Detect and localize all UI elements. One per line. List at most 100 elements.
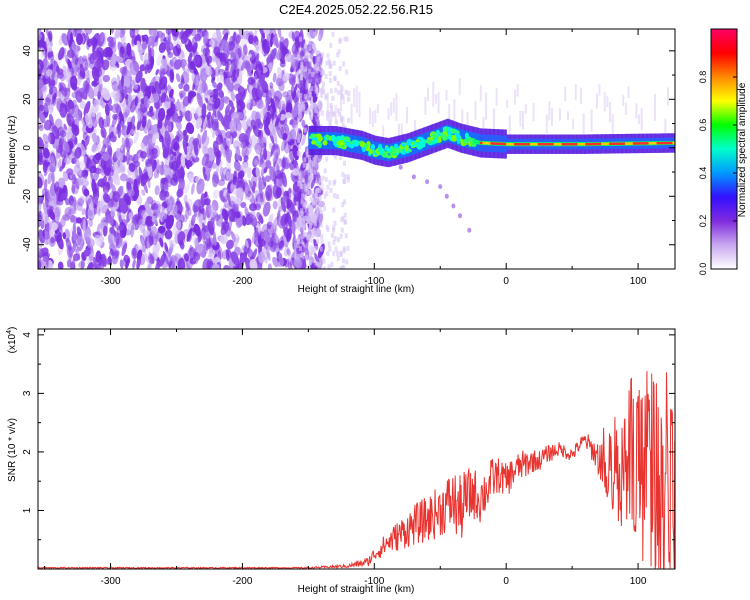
spectrogram-haze-cell — [296, 78, 300, 84]
spectrogram-haze-cell — [342, 248, 346, 254]
spectrogram-streak — [474, 101, 477, 120]
spectrogram-haze-cell — [346, 246, 350, 252]
spectrogram-haze-cell — [299, 246, 303, 252]
spectrogram-haze-cell — [317, 34, 321, 40]
spectrogram-noise-cell — [269, 166, 276, 182]
x-tick-label: 0 — [503, 576, 509, 587]
spectrogram-noise-cell — [38, 124, 44, 132]
spectrogram-tail-point — [398, 164, 403, 170]
spectrogram-haze-cell — [312, 157, 316, 163]
spectrogram-band-blob — [432, 139, 438, 144]
spectrogram-noise-cell — [193, 223, 201, 237]
spectrogram-haze-cell — [321, 70, 325, 76]
spectrogram-haze-cell — [333, 220, 337, 226]
spectrogram-noise-cell — [154, 203, 162, 218]
spectrogram-noise-cell — [259, 108, 268, 121]
spectrogram-noise-cell — [119, 163, 125, 173]
spectrogram-haze-cell — [295, 201, 299, 207]
spectrogram-haze-cell — [318, 206, 322, 212]
spectrogram-streak — [522, 110, 524, 130]
spectrogram-noise-cell — [247, 167, 252, 179]
spectrogram-haze-cell — [303, 127, 307, 133]
spectrogram-band-blob — [379, 151, 384, 155]
spectrogram-noise-cell — [242, 44, 248, 56]
spectrogram-y-label: Frequency (Hz) — [7, 116, 18, 185]
spectrogram-haze-cell — [317, 99, 321, 105]
spectrogram-noise-cell — [152, 242, 161, 254]
spectrogram-haze-cell — [328, 61, 332, 67]
spectrogram-streak — [572, 119, 575, 130]
spectrogram-streak — [371, 110, 374, 128]
spectrogram-streak — [514, 89, 517, 105]
spectrogram-haze-cell — [342, 178, 346, 184]
spectrogram-streak — [435, 94, 437, 104]
spectrogram-noise-cell — [234, 237, 240, 248]
spectrogram-streak — [358, 91, 361, 118]
spectrogram-band-blob — [370, 143, 375, 151]
spectrogram-haze-cell — [337, 237, 340, 243]
spectrogram-streak — [545, 114, 548, 133]
spectrogram-haze-cell — [347, 96, 351, 102]
spectrogram-noise-cell — [211, 118, 219, 131]
spectrogram-noise-cell — [75, 217, 82, 224]
spectrogram-noise-cell — [48, 102, 54, 114]
spectrogram-noise-cell — [154, 185, 160, 196]
spectrogram-noise-cell — [272, 200, 278, 210]
spectrogram-haze-cell — [334, 246, 338, 252]
spectrogram-haze-cell — [307, 176, 311, 182]
spectrogram-noise-cell — [175, 73, 181, 83]
spectrogram-haze-cell — [322, 258, 326, 264]
spectrogram-noise-cell — [168, 259, 176, 269]
colorbar — [710, 28, 738, 270]
spectrogram-haze-cell — [343, 174, 347, 180]
spectrogram-band-blob — [346, 143, 354, 147]
spectrogram-haze-cell — [315, 196, 319, 202]
spectrogram-noise-cell — [136, 117, 142, 131]
spectrogram-streak — [316, 87, 319, 97]
spectrogram-haze-cell — [320, 234, 324, 240]
spectrogram-haze-cell — [326, 227, 330, 232]
spectrogram-noise-cell — [240, 202, 247, 208]
spectrogram-haze-cell — [295, 124, 299, 130]
spectrogram-haze-cell — [330, 262, 334, 268]
snr-multiplier: (x104) — [6, 327, 18, 354]
spectrogram-noise-cell — [258, 214, 264, 224]
spectrogram-haze-cell — [299, 221, 302, 227]
spectrogram-noise-cell — [58, 47, 65, 61]
spectrogram-haze-cell — [329, 103, 333, 109]
x-tick-label: -300 — [101, 276, 121, 287]
spectrogram-haze-cell — [346, 177, 350, 183]
x-tick-label: -300 — [101, 576, 121, 587]
spectrogram-noise-cell — [276, 125, 283, 139]
spectrogram-streak — [516, 84, 519, 97]
spectrogram-band-blob — [464, 132, 469, 140]
spectrogram-noise-cell — [265, 190, 270, 200]
spectrogram-noise-cell — [167, 84, 174, 99]
spectrogram-noise-cell — [264, 175, 271, 183]
spectrogram-haze-cell — [321, 175, 325, 181]
spectrogram-noise-cell — [83, 226, 92, 242]
spectrogram-noise-cell — [86, 70, 93, 80]
spectrogram-haze-cell — [306, 31, 310, 37]
spectrogram-band-blob — [325, 134, 330, 140]
spectrogram-band-blob — [395, 147, 402, 153]
spectrogram-noise-cell — [38, 176, 43, 189]
spectrogram-haze-cell — [324, 177, 328, 182]
y-tick-label: 2 — [22, 449, 33, 455]
spectrogram-band-blob — [310, 133, 316, 139]
spectrogram-band-blob — [447, 130, 451, 135]
spectrogram-haze-cell — [319, 246, 323, 252]
spectrogram-noise-cell — [166, 120, 172, 132]
spectrogram-noise-cell — [183, 214, 188, 223]
spectrogram-band-blob — [431, 132, 439, 138]
spectrogram-haze-cell — [310, 190, 314, 196]
spectrogram-noise-cell — [215, 128, 219, 137]
spectrogram-noise-cell — [257, 139, 265, 155]
spectrogram-haze-cell — [315, 68, 319, 74]
spectrogram-noise-cell — [234, 117, 242, 132]
spectrogram-noise-cell — [241, 53, 245, 61]
spectrogram-haze-cell — [316, 238, 320, 244]
spectrogram-streak — [342, 95, 345, 105]
spectrogram-haze-cell — [307, 163, 311, 169]
